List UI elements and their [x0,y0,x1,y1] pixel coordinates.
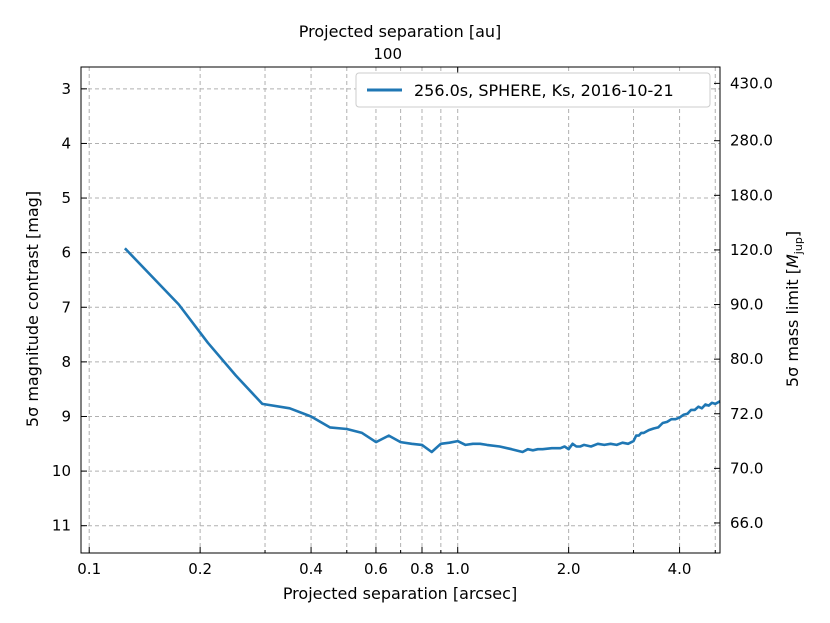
y-tick-label: 10 [52,462,71,480]
x-tick-label: 0.2 [188,560,212,578]
y2-tick-label: 66.0 [730,514,763,532]
y2-tick-label: 70.0 [730,459,763,477]
y-axis-label: 5σ magnitude contrast [mag] [23,191,42,427]
y-tick-label: 7 [61,298,71,316]
legend-box [355,72,711,108]
x-tick-label: 0.8 [410,560,434,578]
y2-tick-label: 80.0 [730,350,763,368]
x-tick-label: 2.0 [557,560,581,578]
tick-layer [81,67,720,553]
x2-tick-label: 100 [373,45,402,63]
y-tick-label: 5 [61,189,71,207]
y2-tick-label: 90.0 [730,296,763,314]
y-tick-label: 4 [61,134,71,152]
x2-axis-label: Projected separation [au] [299,22,502,41]
y2-tick-label: 72.0 [730,405,763,423]
y2-axis-label: 5σ mass limit [Mjup] [783,231,805,387]
series-line-0 [123,247,721,454]
x-tick-label: 4.0 [668,560,692,578]
y-tick-label: 3 [61,80,71,98]
x-tick-label: 0.6 [364,560,388,578]
y2-tick-label: 430.0 [730,74,773,92]
y-tick-label: 11 [52,517,71,535]
y-tick-label: 8 [61,353,71,371]
y-tick-label: 9 [61,407,71,425]
x-tick-label: 0.1 [77,560,101,578]
series-layer [123,247,721,454]
legend-label: 256.0s, SPHERE, Ks, 2016-10-21 [414,81,674,100]
y2-tick-label: 280.0 [730,132,773,150]
x-axis-label: Projected separation [arcsec] [283,584,517,603]
legend: 256.0s, SPHERE, Ks, 2016-10-21 [355,72,711,108]
grid-layer [81,67,720,553]
label-layer: 0.1 0.2 0.4 0.6 0.8 1.0 2.0 4.0 3 4 5 6 7 8 9 10 11 430.0… [52,45,773,578]
x-tick-label: 0.4 [299,560,323,578]
y2-tick-label: 120.0 [730,241,773,259]
x-tick-label: 1.0 [446,560,470,578]
y2-tick-label: 180.0 [730,186,773,204]
y-tick-label: 6 [61,244,71,262]
